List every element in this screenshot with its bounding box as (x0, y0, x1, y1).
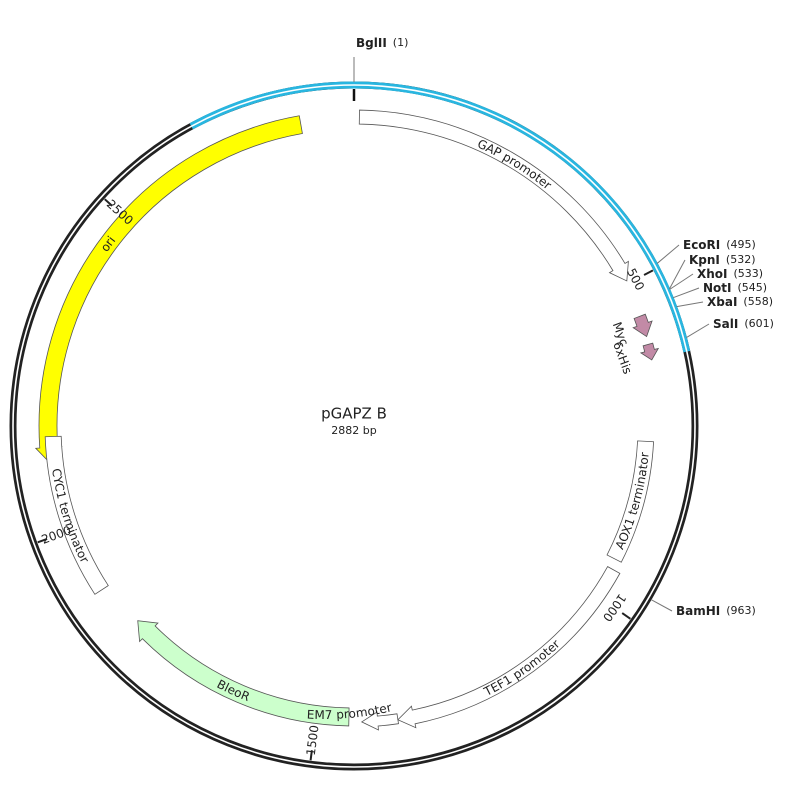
site-label: EcoRI (495) (683, 238, 756, 252)
plasmid-name: pGAPZ B (321, 405, 387, 423)
site-label: BamHI (963) (676, 604, 756, 618)
feature-arrow (358, 109, 629, 282)
site-name: BamHI (676, 604, 720, 618)
site-leader (669, 273, 694, 290)
site-leader (656, 244, 680, 264)
tick-label: 500 (624, 266, 647, 293)
feature-label: TEF1 promoter (481, 637, 563, 699)
feature-arrow (137, 620, 350, 727)
site-name: XbaI (707, 295, 737, 309)
plasmid-length: 2882 bp (331, 424, 376, 437)
site-position: (601) (744, 317, 774, 330)
site-leader (650, 599, 673, 612)
site-leader (686, 323, 710, 338)
site-position: (545) (738, 281, 768, 294)
feature-arrow (639, 342, 660, 361)
feature-arrow (44, 435, 109, 595)
site-position: (558) (743, 295, 773, 308)
tick (643, 269, 654, 276)
tick (37, 537, 48, 544)
site-label: XhoI (533) (697, 267, 763, 281)
feature-arrow (397, 566, 621, 729)
features (34, 109, 660, 731)
site-name: XhoI (697, 267, 728, 281)
site-leader (676, 301, 704, 308)
site-position: (533) (734, 267, 764, 280)
site-name: SalI (713, 317, 738, 331)
feature-arrow (632, 313, 653, 338)
backbone (9, 81, 699, 771)
site-name: NotI (703, 281, 732, 295)
tick (621, 612, 631, 620)
feature-arrow (360, 711, 399, 731)
site-label: XbaI (558) (707, 295, 773, 309)
tick (104, 198, 113, 207)
site-position: (1) (393, 36, 409, 49)
feature-label-text: TEF1 promoter (481, 637, 563, 699)
feature-label: 6xHis (610, 340, 635, 376)
site-label: SalI (601) (713, 317, 774, 331)
site-label: BglII (1) (356, 36, 408, 50)
site-leader (669, 259, 686, 290)
site-position: (963) (726, 604, 756, 617)
insert-gap (190, 84, 688, 352)
site-label: NotI (545) (703, 281, 767, 295)
feature-arrow (606, 440, 655, 563)
site-label: KpnI (532) (689, 253, 756, 267)
site-name: EcoRI (683, 238, 720, 252)
tick (309, 750, 313, 761)
site-position: (495) (726, 238, 756, 251)
feature-arrow (34, 115, 303, 464)
site-name: BglII (356, 36, 387, 50)
site-leader (672, 287, 700, 299)
tick-label: 1500 (304, 724, 322, 756)
site-position: (532) (726, 253, 756, 266)
site-name: KpnI (689, 253, 720, 267)
